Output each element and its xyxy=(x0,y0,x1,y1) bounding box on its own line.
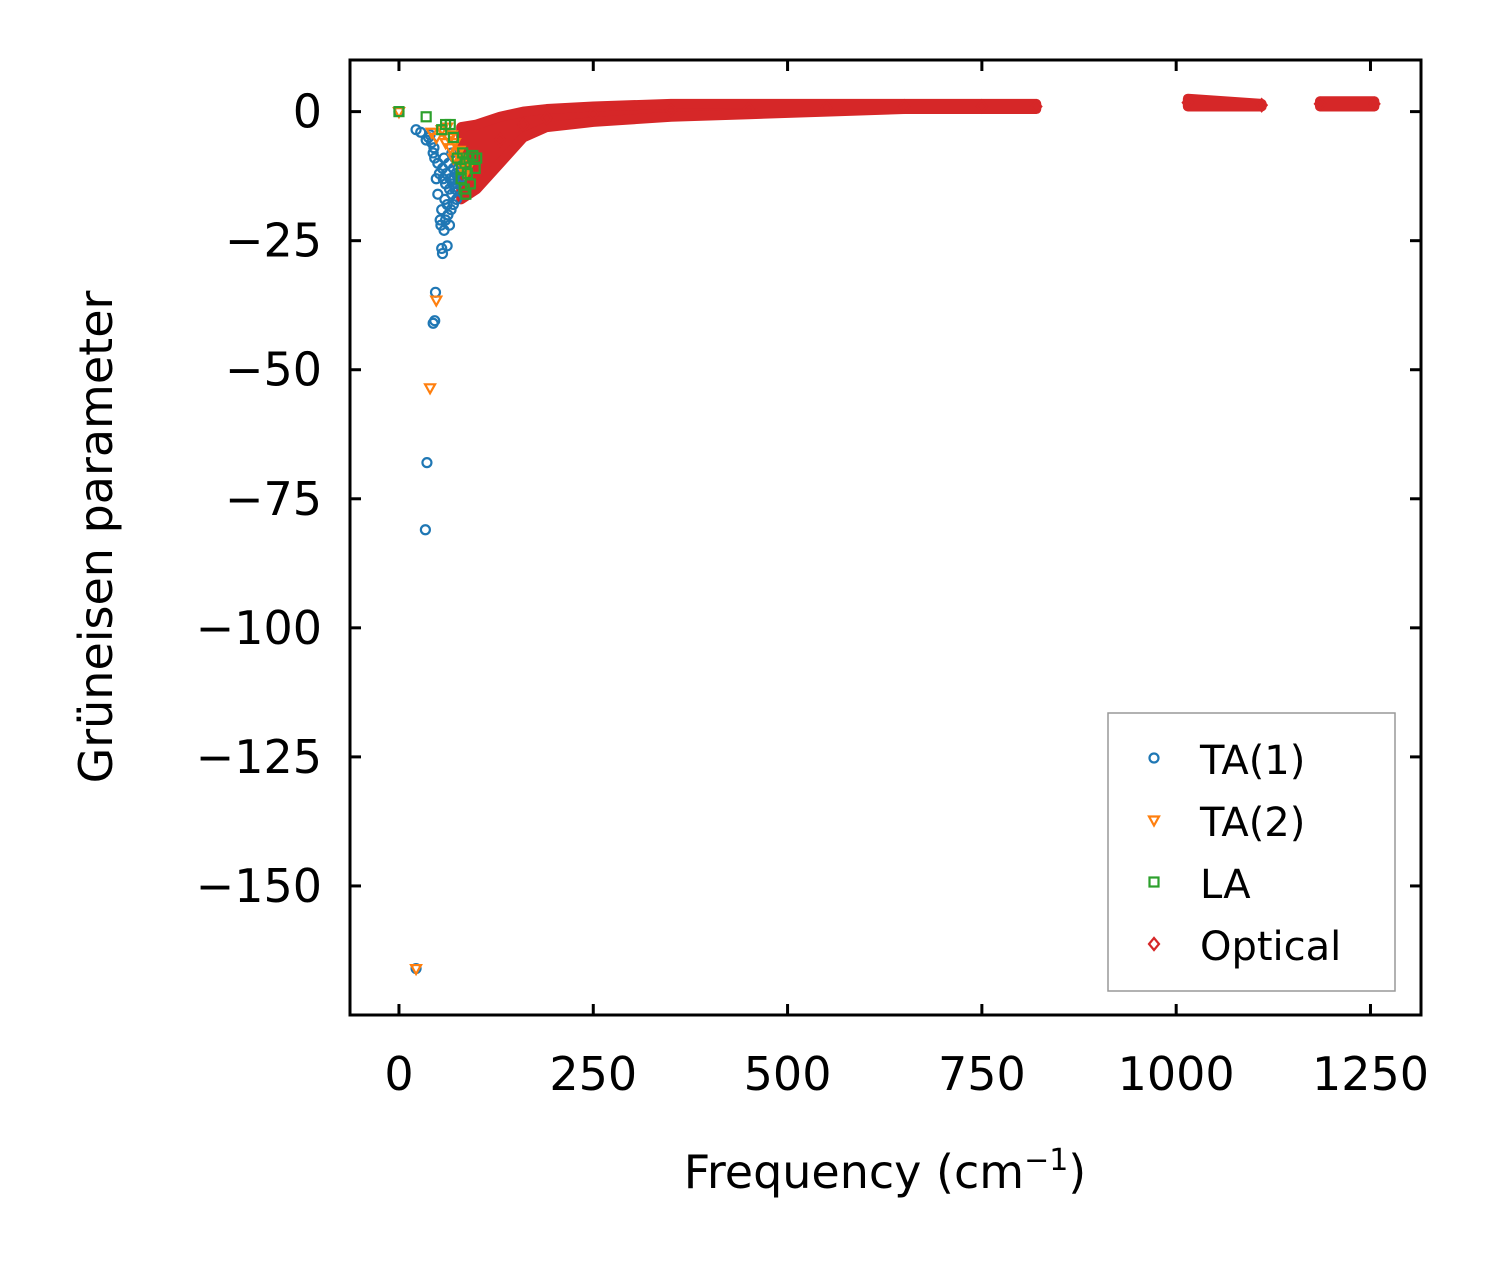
optical-point xyxy=(1255,97,1269,113)
ta1-point xyxy=(443,219,456,231)
legend-marker-ta2 xyxy=(1147,815,1161,828)
legend-label-ta2: TA(2) xyxy=(1199,800,1305,846)
la-point xyxy=(469,162,481,175)
plot-frame xyxy=(348,58,1423,1017)
ta2-point xyxy=(429,295,444,308)
optical-point xyxy=(742,101,756,117)
x-tick-label: 750 xyxy=(938,1047,1026,1101)
ta1-point xyxy=(427,147,439,159)
ta2-point xyxy=(423,383,437,396)
ta1-point xyxy=(436,242,448,255)
optical-point xyxy=(1181,94,1195,111)
x-axis-label-superscript: −1 xyxy=(1024,1143,1068,1178)
la-point xyxy=(460,188,472,200)
la-point xyxy=(447,131,459,144)
x-tick-label: 1250 xyxy=(1312,1047,1429,1101)
ta1-point xyxy=(428,142,440,154)
ticks-layer: 0 250 500 750 1000 1250 0 −25 −50 −75 −100 −125 −150 xyxy=(196,60,1429,1101)
ta1-point xyxy=(441,240,453,252)
la-point xyxy=(471,152,483,164)
la-point xyxy=(444,118,456,131)
optical-point xyxy=(975,98,989,115)
optical-point xyxy=(819,100,833,116)
x-tick-label: 250 xyxy=(549,1047,637,1101)
optical-band-0 xyxy=(456,98,1042,205)
legend-marker-optical xyxy=(1147,936,1161,952)
y-tick-label: −50 xyxy=(225,343,322,397)
legend: TA(1) TA(2) LA Optical xyxy=(1107,712,1396,992)
optical-point xyxy=(493,132,507,148)
y-tick-label: −125 xyxy=(196,730,322,784)
ta1-point xyxy=(432,188,444,200)
optical-point xyxy=(1029,98,1043,115)
x-axis-label: Frequency (cm−1) xyxy=(684,1143,1087,1199)
optical-band-1 xyxy=(1182,93,1267,112)
points-layer xyxy=(392,106,483,977)
la-point xyxy=(455,173,467,185)
x-tick-label: 1000 xyxy=(1118,1047,1235,1101)
legend-label-la: LA xyxy=(1200,862,1251,908)
ta1-point xyxy=(434,214,446,226)
ta1-point xyxy=(436,247,449,260)
ta2-point xyxy=(452,145,467,159)
la-point xyxy=(393,106,405,118)
y-tick-label: −150 xyxy=(196,859,322,913)
x-tick-label: 500 xyxy=(744,1047,832,1101)
legend-label-optical: Optical xyxy=(1200,924,1341,970)
optical-point xyxy=(540,110,554,126)
ta1-point xyxy=(421,457,433,469)
la-point xyxy=(420,111,432,123)
ta1-point xyxy=(419,524,431,536)
optical-band-2 xyxy=(1314,96,1380,112)
y-tick-label: 0 xyxy=(293,85,322,139)
ta1-point xyxy=(429,315,441,327)
optical-point xyxy=(897,98,911,115)
y-tick-label: −75 xyxy=(225,472,322,526)
optical-point xyxy=(516,116,530,133)
ta2-point xyxy=(448,137,462,151)
optical-point xyxy=(664,102,678,119)
ta2-point xyxy=(409,963,423,977)
y-axis-label: Grüneisen parameter xyxy=(69,290,123,783)
optical-point xyxy=(586,106,600,122)
legend-marker-ta1 xyxy=(1148,752,1160,764)
legend-marker-la xyxy=(1148,876,1160,888)
legend-frame xyxy=(1107,712,1396,992)
optical-series-layer xyxy=(454,93,1381,205)
legend-markers xyxy=(1147,752,1161,952)
y-tick-label: −100 xyxy=(196,601,322,655)
x-tick-label: 0 xyxy=(384,1047,413,1101)
y-tick-label: −25 xyxy=(225,214,322,268)
legend-label-ta1: TA(1) xyxy=(1199,738,1305,784)
optical-point xyxy=(1313,96,1327,112)
optical-point xyxy=(1367,96,1381,112)
